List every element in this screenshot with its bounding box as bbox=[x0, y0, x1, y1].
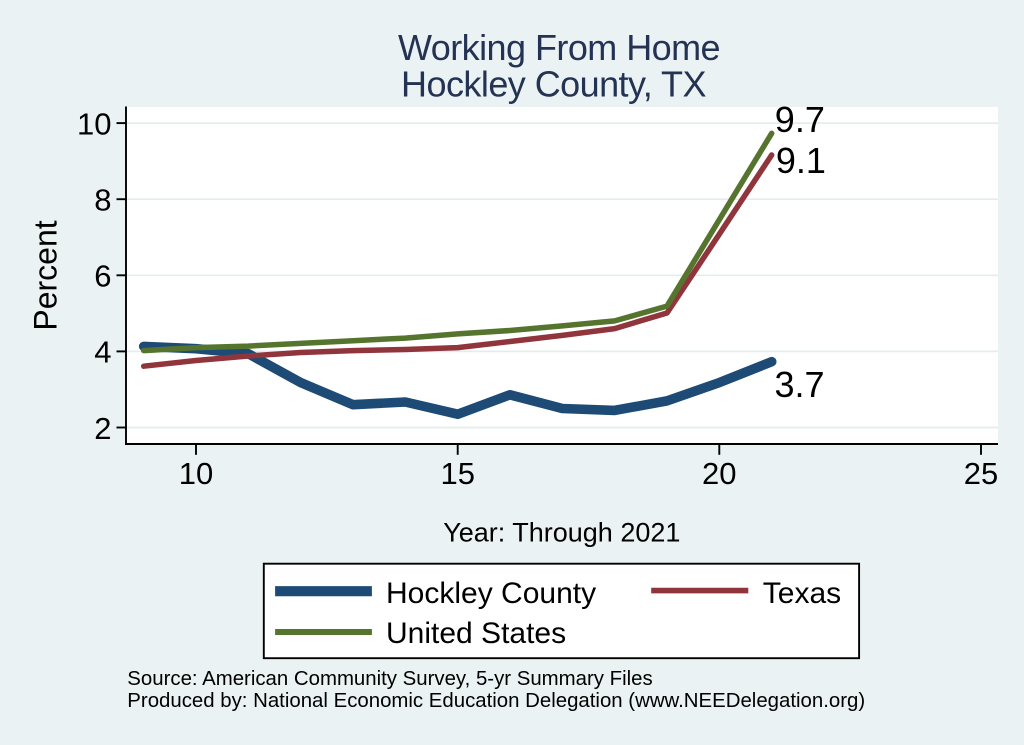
svg-text:Hockley County: Hockley County bbox=[386, 577, 596, 610]
svg-text:Working From Home: Working From Home bbox=[398, 27, 720, 68]
svg-text:9.7: 9.7 bbox=[775, 99, 825, 140]
svg-text:Produced by: National Economic: Produced by: National Economic Education… bbox=[127, 690, 865, 712]
svg-text:United States: United States bbox=[386, 617, 566, 650]
svg-text:10: 10 bbox=[77, 106, 111, 141]
svg-text:Year: Through 2021: Year: Through 2021 bbox=[443, 518, 680, 548]
svg-text:3.7: 3.7 bbox=[775, 364, 825, 405]
svg-text:Hockley County, TX: Hockley County, TX bbox=[401, 64, 706, 105]
svg-text:9.1: 9.1 bbox=[776, 140, 826, 181]
svg-text:Percent: Percent bbox=[28, 220, 64, 330]
svg-text:25: 25 bbox=[964, 456, 998, 491]
svg-text:2: 2 bbox=[94, 411, 111, 446]
svg-text:10: 10 bbox=[179, 456, 213, 491]
svg-text:4: 4 bbox=[94, 335, 111, 370]
svg-text:15: 15 bbox=[440, 456, 474, 491]
svg-text:Texas: Texas bbox=[763, 577, 841, 610]
svg-text:Source: American Community Sur: Source: American Community Survey, 5-yr … bbox=[127, 668, 652, 690]
svg-text:6: 6 bbox=[94, 259, 111, 294]
svg-text:8: 8 bbox=[94, 183, 111, 218]
svg-text:20: 20 bbox=[702, 456, 736, 491]
